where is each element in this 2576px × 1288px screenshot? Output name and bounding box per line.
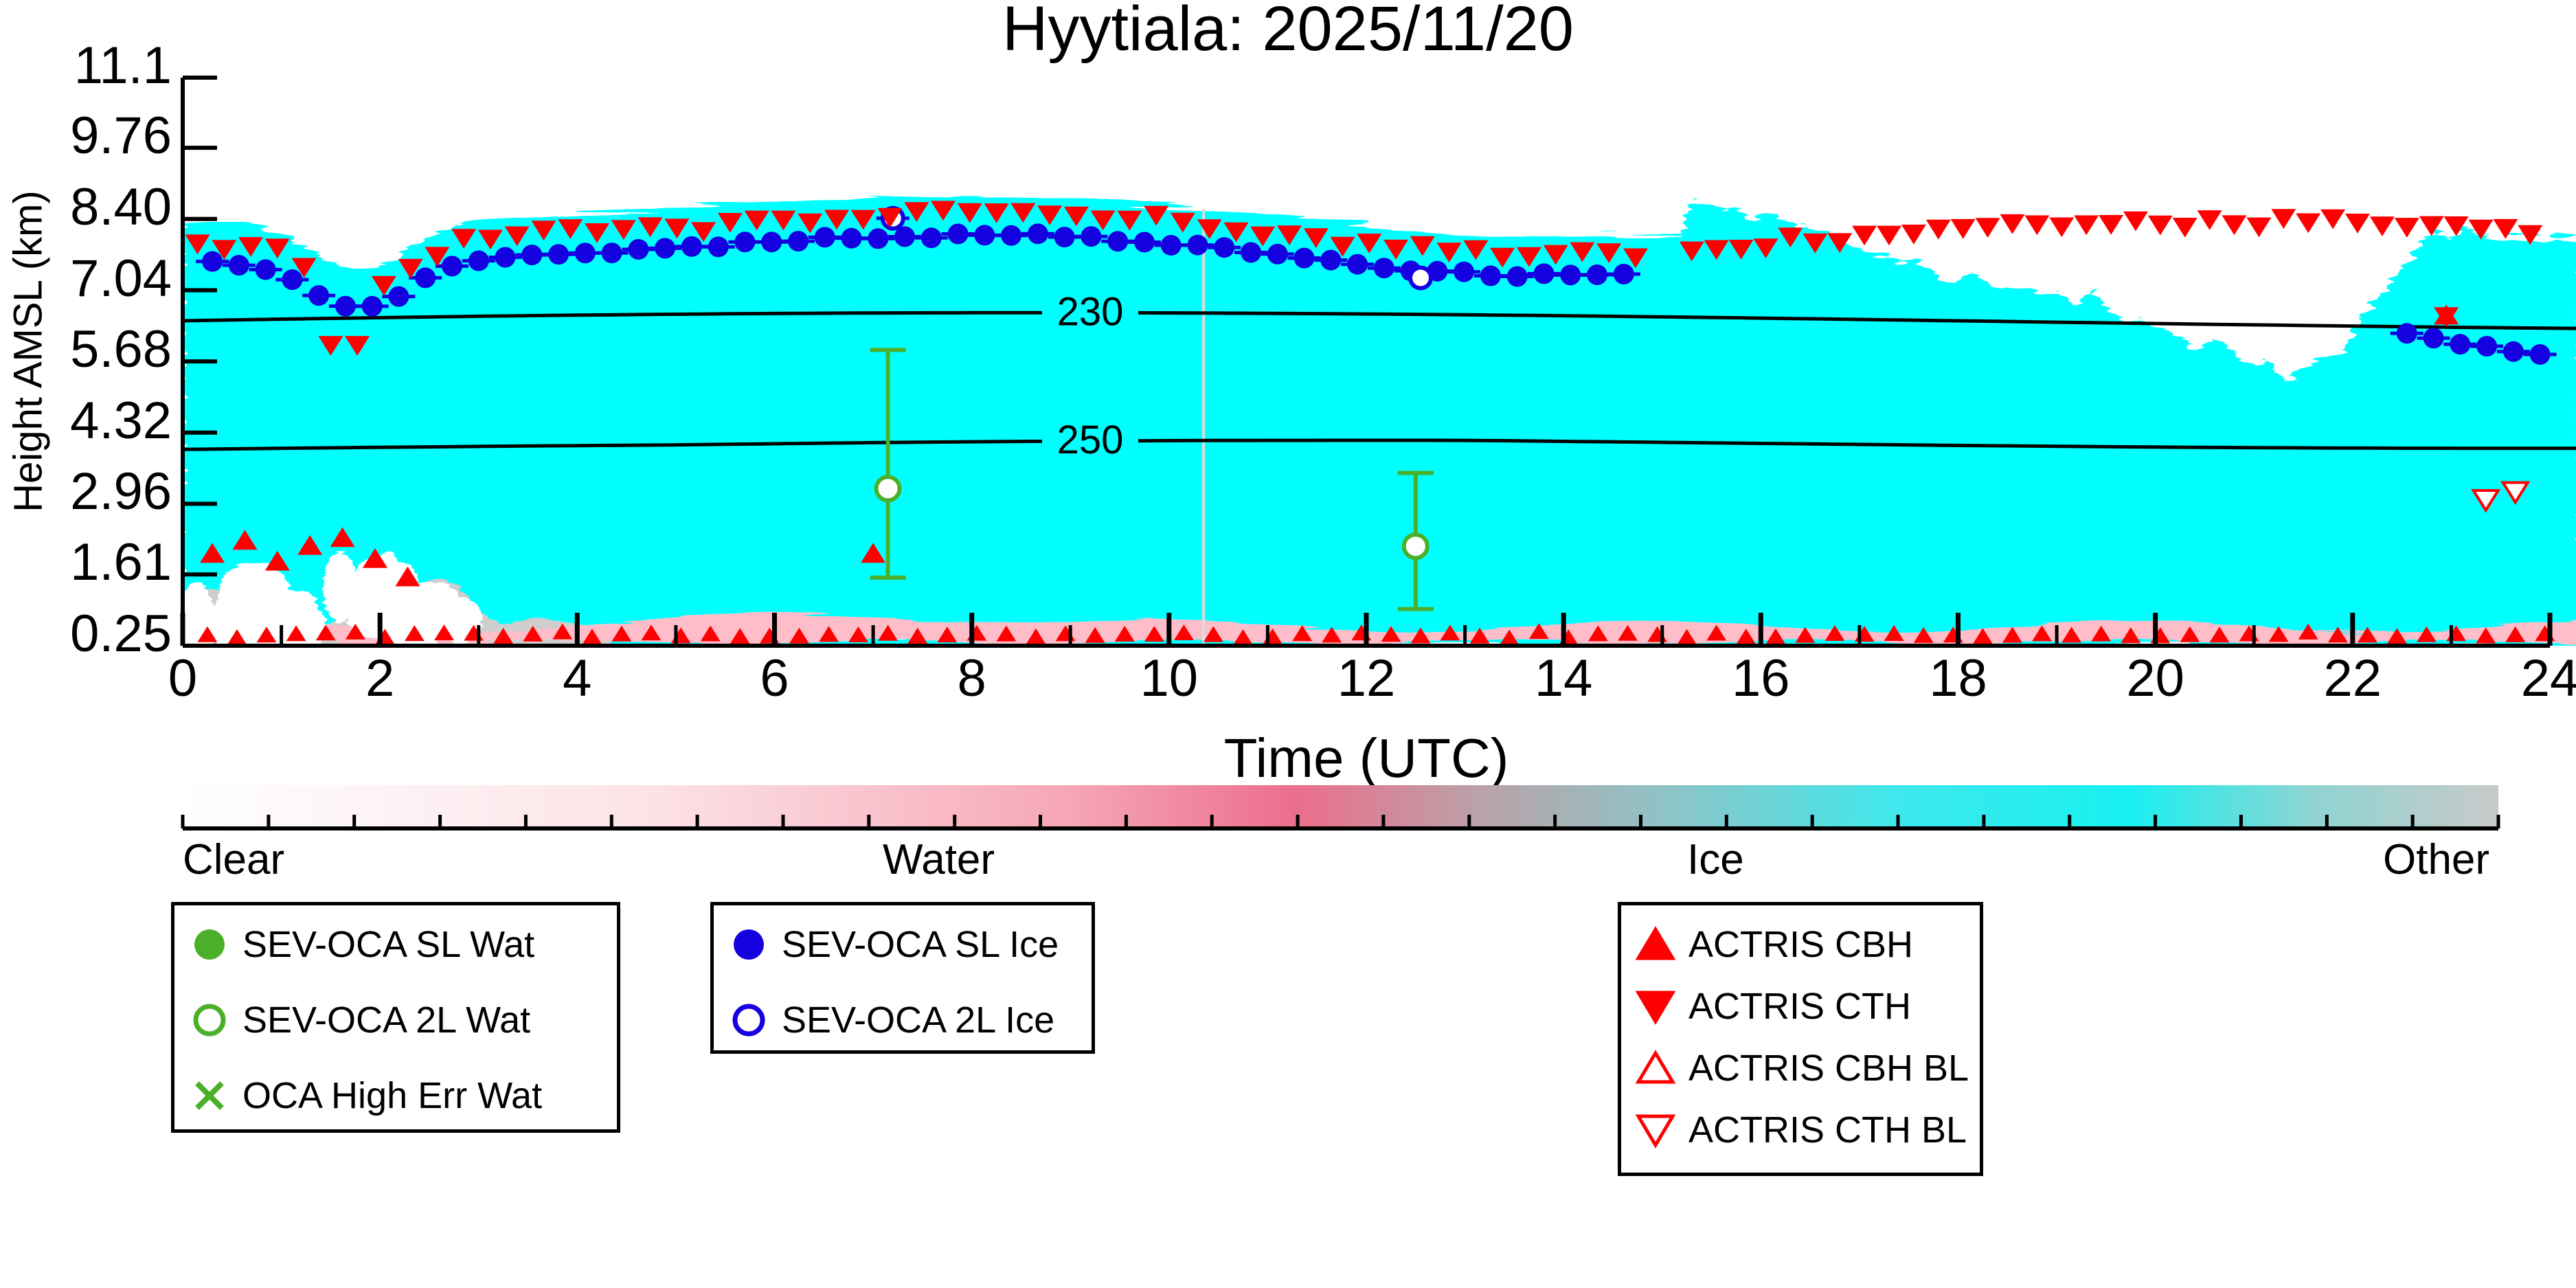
svg-text:250: 250: [1057, 418, 1124, 462]
svg-text:230: 230: [1057, 289, 1124, 334]
